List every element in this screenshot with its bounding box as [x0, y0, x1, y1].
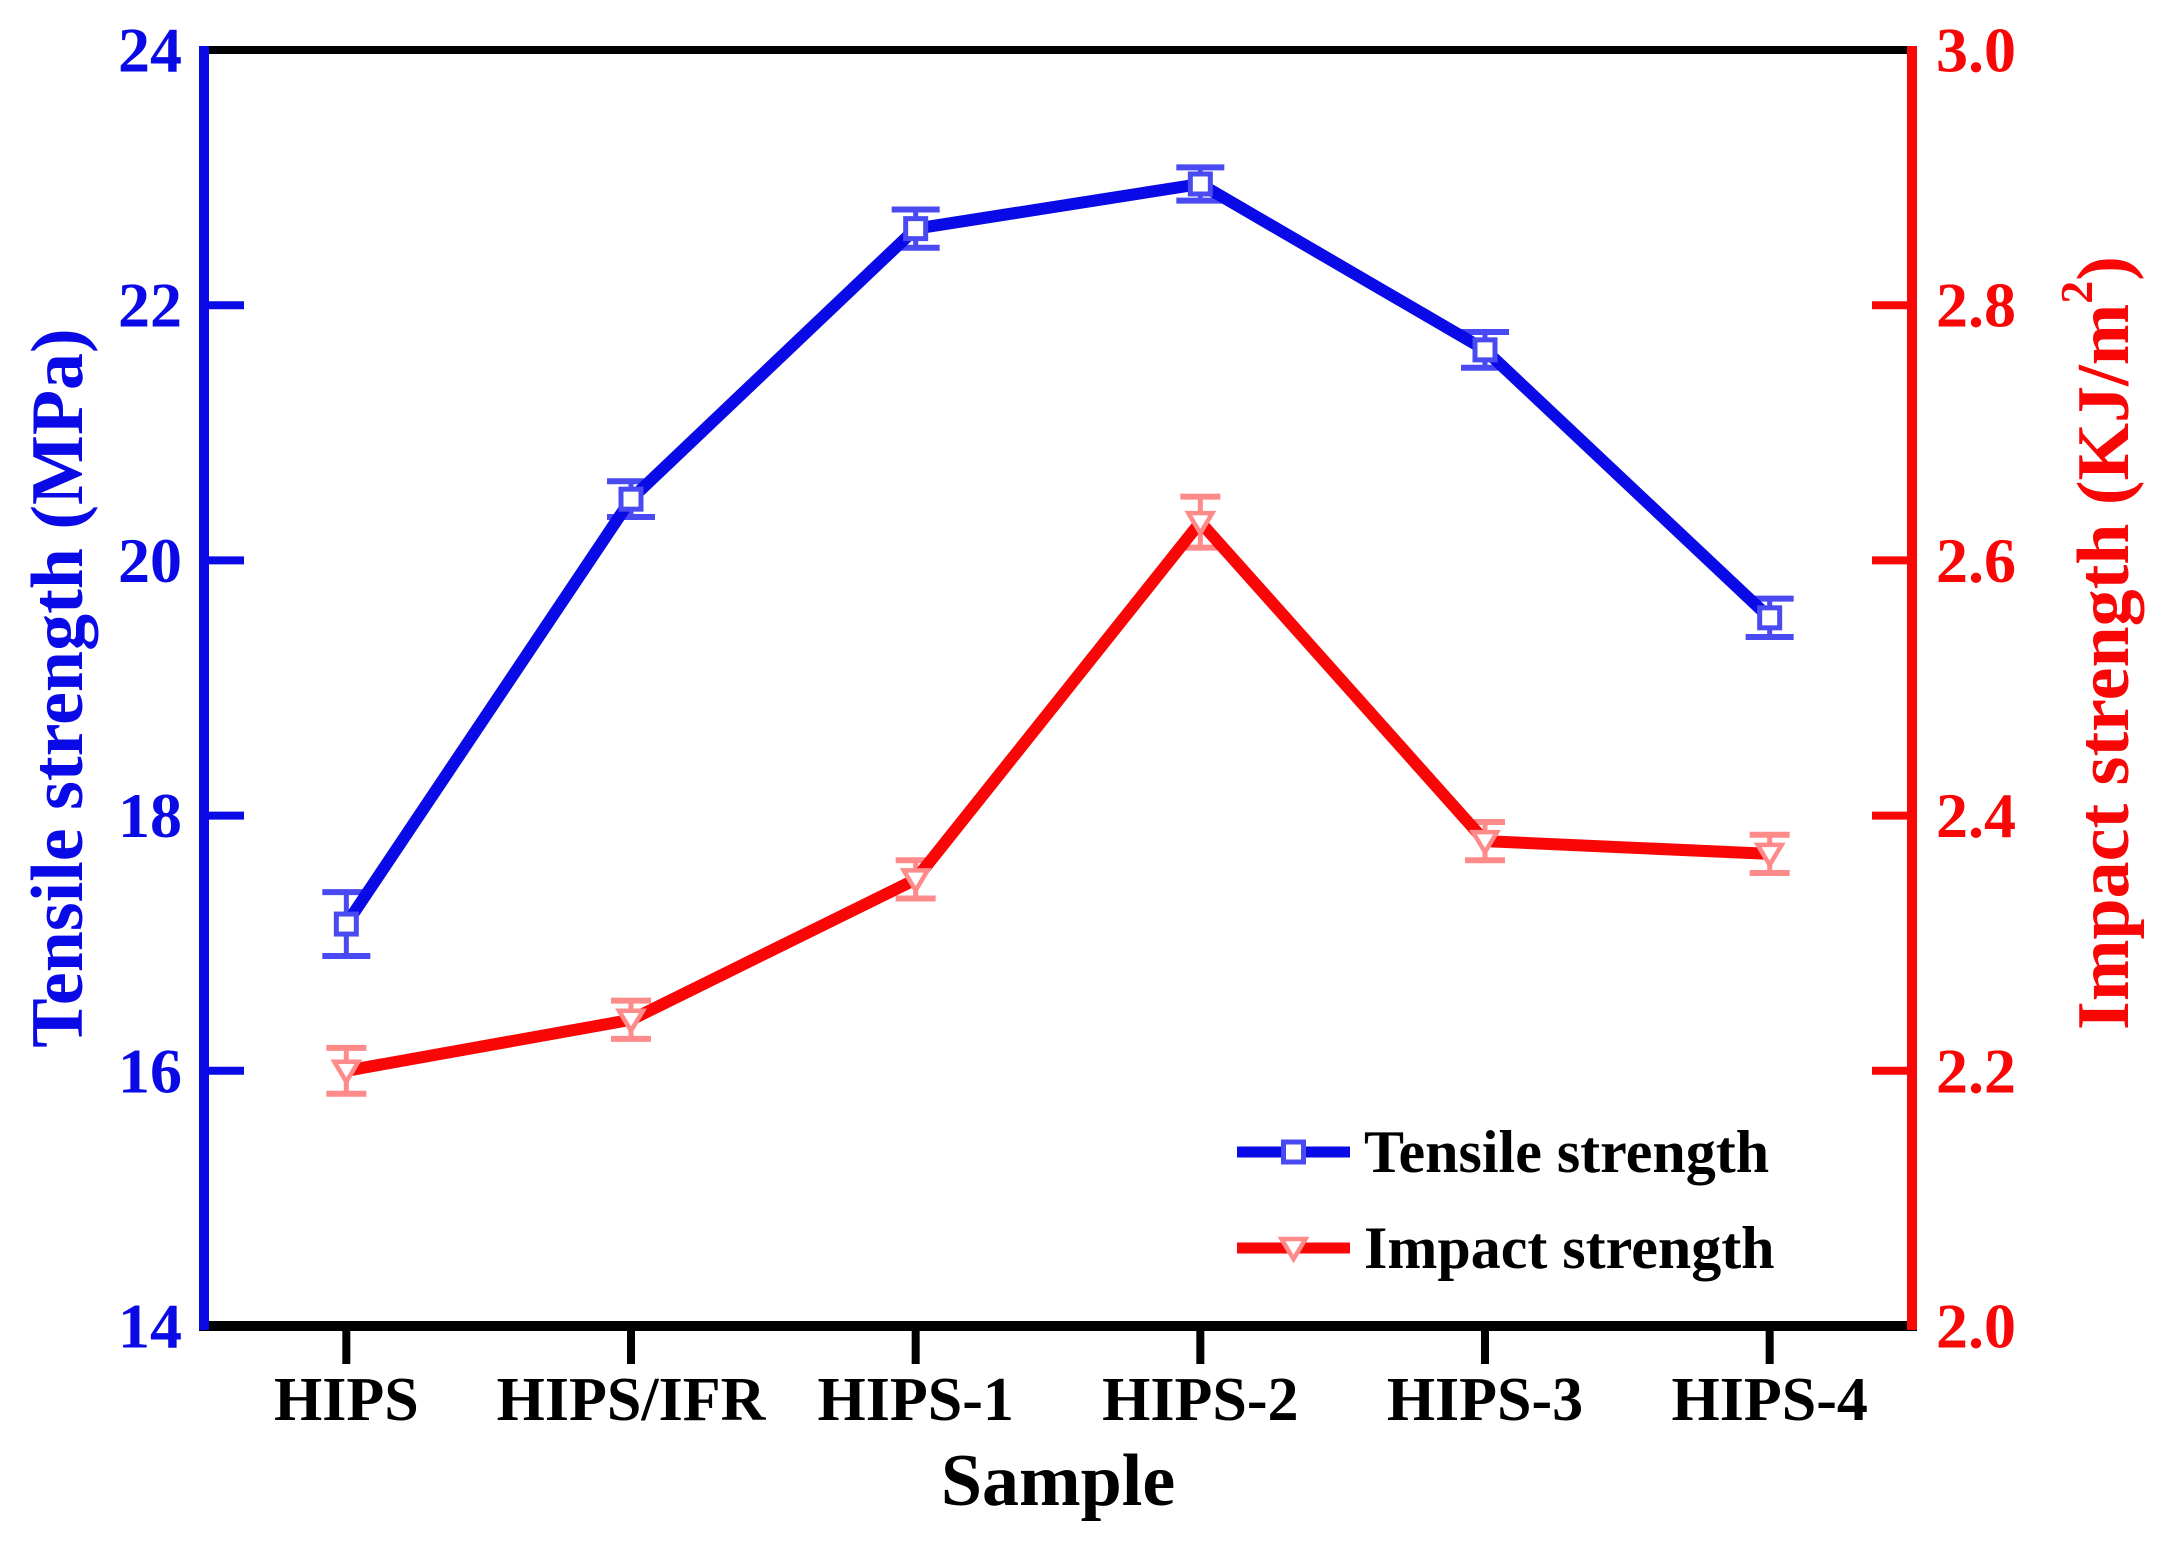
right-axis-tick-label: 2.8 — [1936, 270, 2016, 341]
x-axis-category-label: HIPS/IFR — [497, 1366, 767, 1434]
right-axis-tick-label: 2.4 — [1936, 780, 2016, 851]
left-axis-tick-label: 20 — [118, 525, 182, 596]
data-point-marker-square — [618, 486, 644, 512]
x-axis-title: Sample — [941, 1440, 1175, 1522]
tensile-strength-line — [341, 177, 1774, 928]
left-axis-tick-label: 14 — [118, 1291, 182, 1362]
right-axis-tick-label: 2.6 — [1936, 525, 2016, 596]
right-axis-tick-label: 3.0 — [1936, 15, 2016, 86]
data-point-marker-triangle — [1753, 842, 1786, 870]
legend-marker — [1281, 1139, 1306, 1165]
data-point-marker-square — [333, 911, 359, 937]
data-point-marker-square — [1187, 171, 1213, 197]
x-axis-category-label: HIPS-3 — [1387, 1366, 1583, 1434]
left-axis-title: Tensile strength (MPa) — [17, 328, 99, 1047]
x-axis-category-label: HIPS-1 — [817, 1366, 1013, 1434]
legend-item — [1237, 1139, 1350, 1165]
right-axis-tick-label: 2.0 — [1936, 1291, 2016, 1362]
tensile-strength-series — [322, 164, 1794, 959]
data-point-marker-triangle — [1469, 829, 1501, 857]
left-axis-tick-label: 22 — [118, 270, 182, 341]
impact-strength-line — [345, 512, 1770, 1077]
left-axis-tick-label: 18 — [118, 780, 182, 851]
legend-label: Tensile strength — [1364, 1119, 1769, 1185]
data-point-marker-square — [903, 216, 929, 242]
impact-strength-series — [326, 493, 1790, 1097]
legend-label: Impact strength — [1364, 1215, 1775, 1281]
data-point-marker-triangle — [615, 1008, 647, 1036]
data-point-marker-triangle — [1184, 510, 1217, 538]
right-axis-tick-label: 2.2 — [1936, 1035, 2016, 1106]
data-point-marker-triangle — [899, 868, 932, 895]
legend-marker — [1277, 1236, 1310, 1264]
data-point-marker-triangle — [330, 1059, 363, 1087]
x-axis-category-label: HIPS — [274, 1366, 419, 1434]
data-point-marker-square — [1472, 337, 1498, 363]
left-axis-tick-label: 24 — [118, 15, 182, 86]
x-axis-category-label: HIPS-4 — [1671, 1366, 1867, 1434]
legend-item — [1237, 1236, 1350, 1264]
right-axis-title: Impact strength (KJ/m2) — [2051, 256, 2146, 1030]
legend — [1237, 1139, 1350, 1264]
x-axis-category-label: HIPS-2 — [1102, 1366, 1298, 1434]
left-axis-tick-label: 16 — [118, 1035, 182, 1106]
data-point-marker-square — [1757, 605, 1783, 631]
